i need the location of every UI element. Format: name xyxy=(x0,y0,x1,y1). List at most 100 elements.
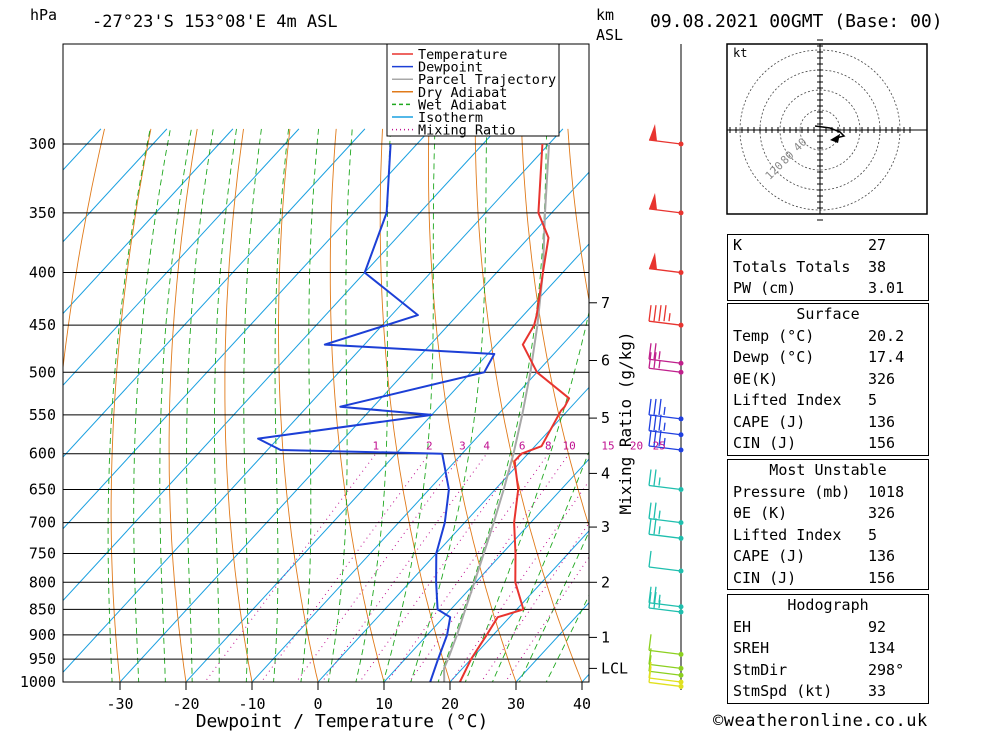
surface-value: 17.4 xyxy=(868,348,905,366)
temperature-tick-label: 30 xyxy=(507,695,525,713)
wet-adiabat-line xyxy=(545,594,589,682)
pressure-tick-label: 1000 xyxy=(20,673,56,691)
wet-adiabat-line xyxy=(327,128,353,682)
site-credit[interactable]: ©weatheronline.co.uk xyxy=(713,711,928,731)
dry-adiabat-line xyxy=(428,128,517,682)
legend-label: Isotherm xyxy=(418,110,483,126)
wet-adiabat-line xyxy=(410,128,488,682)
km-tick-label: 1 xyxy=(601,628,610,646)
surface-value: 5 xyxy=(868,391,878,409)
most-unstable-label: θE (K) xyxy=(733,504,788,522)
wet-adiabat-line xyxy=(273,128,290,682)
pressure-tick-label: 850 xyxy=(29,600,56,618)
most-unstable-row: θE (K) 326 xyxy=(728,503,928,525)
km-tick-label: 2 xyxy=(601,573,610,591)
dry-adiabat-line xyxy=(329,128,385,682)
profile-traces xyxy=(257,143,571,682)
surface-value: 156 xyxy=(868,434,896,452)
most-unstable-row: CIN (J) 156 xyxy=(728,568,928,590)
hodograph-stat-value: 92 xyxy=(868,617,887,636)
wind-barb xyxy=(648,591,684,615)
km-tick-label: 6 xyxy=(601,351,610,369)
km-tick-label: 7 xyxy=(601,294,610,312)
dry-adiabat-line xyxy=(985,129,1000,704)
isotherm-line xyxy=(251,314,589,682)
index-row: Totals Totals 38 xyxy=(728,257,928,279)
wind-barb xyxy=(648,502,684,526)
wind-barb xyxy=(648,124,684,147)
indices-table: K 27 Totals Totals 38 PW (cm) 3.01 xyxy=(727,234,929,301)
wind-barb xyxy=(648,398,684,422)
isotherm-line xyxy=(515,601,589,682)
dry-adiabat-line xyxy=(168,128,198,682)
legend-label: Dewpoint xyxy=(418,60,483,76)
temperature-tick-label: 10 xyxy=(375,695,393,713)
most-unstable-row: Pressure (mb) 1018 xyxy=(728,482,928,504)
wet-adiabat-line xyxy=(382,128,436,682)
km-tick-label: 3 xyxy=(601,518,610,536)
pressure-tick-label: 450 xyxy=(29,316,56,334)
km-tick-label: 4 xyxy=(601,464,610,482)
most-unstable-value: 136 xyxy=(868,547,896,565)
temperature-tick-label: -30 xyxy=(106,695,133,713)
legend-box xyxy=(386,43,560,137)
pressure-tick-label: 950 xyxy=(29,650,56,668)
most-unstable-label: CIN (J) xyxy=(733,568,797,587)
wet-adiabat-lines xyxy=(107,128,589,682)
parcel-trajectory-line xyxy=(443,143,550,682)
hodograph-stat-label: StmSpd (kt) xyxy=(733,682,833,700)
hodograph-trace xyxy=(814,125,846,139)
surface-table: Surface Temp (°C) 20.2 Dewp (°C) 17.4 θE(K) 3… xyxy=(727,303,929,456)
index-row: K 27 xyxy=(728,235,928,257)
surface-label: CAPE (J) xyxy=(733,412,806,431)
legend-label: Mixing Ratio xyxy=(418,123,516,139)
wet-adiabat-line xyxy=(133,128,171,682)
mixing-ratio-label: 25 xyxy=(653,440,666,453)
wet-adiabat-line xyxy=(300,128,320,682)
wet-adiabat-line xyxy=(437,128,548,682)
surface-row: CAPE (J) 136 xyxy=(728,412,928,434)
surface-row: θE(K) 326 xyxy=(728,369,928,391)
isotherm-line xyxy=(63,128,498,602)
site-url: weatheronline.co.uk xyxy=(723,711,928,731)
wet-adiabat-line xyxy=(464,310,589,682)
most-unstable-row: CAPE (J) 136 xyxy=(728,546,928,568)
plot-frame xyxy=(62,43,590,683)
hpa-label: hPa xyxy=(30,6,57,24)
temperature-tick-label: 40 xyxy=(573,695,591,713)
surface-row: Lifted Index 5 xyxy=(728,390,928,412)
surface-title: Surface xyxy=(796,305,860,323)
storm-motion-marker xyxy=(830,134,840,143)
index-value: 3.01 xyxy=(868,279,905,297)
asl-label: ASL xyxy=(596,26,623,44)
legend-label: Temperature xyxy=(418,47,507,63)
copyright-symbol: © xyxy=(713,711,724,731)
index-label: Totals Totals xyxy=(733,257,851,276)
surface-label: θE(K) xyxy=(733,369,779,388)
hodograph-stat-value: 134 xyxy=(868,639,896,657)
hodograph-stat-row: SREH 134 xyxy=(728,638,928,660)
location-title: -27°23'S 153°08'E 4m ASL xyxy=(92,12,338,32)
wet-adiabat-line xyxy=(214,128,237,682)
mixing-ratio-label: 8 xyxy=(545,440,552,453)
mixing-ratio-line xyxy=(204,453,377,682)
surface-row: CIN (J) 156 xyxy=(728,433,928,455)
mixing-ratio-line xyxy=(450,480,589,682)
surface-label: CIN (J) xyxy=(733,434,797,452)
hodograph-table-title: Hodograph xyxy=(787,596,869,614)
pressure-tick-label: 350 xyxy=(29,204,56,222)
wind-barb xyxy=(648,518,684,541)
isotherm-line xyxy=(63,128,432,530)
surface-value: 326 xyxy=(868,369,896,388)
surface-label: Lifted Index xyxy=(733,391,842,409)
dry-adiabat-line xyxy=(474,128,583,682)
hodograph-stat-value: 298° xyxy=(868,660,905,679)
mixing-ratio-label: 3 xyxy=(459,440,466,453)
hodograph-stat-label: EH xyxy=(733,617,752,636)
wet-adiabat-line xyxy=(518,531,589,682)
most-unstable-row: Lifted Index 5 xyxy=(728,525,928,547)
hodograph-unit-label: kt xyxy=(733,46,747,60)
index-label: K xyxy=(733,236,743,254)
datetime-title: 09.08.2021 00GMT (Base: 00) xyxy=(650,11,943,32)
